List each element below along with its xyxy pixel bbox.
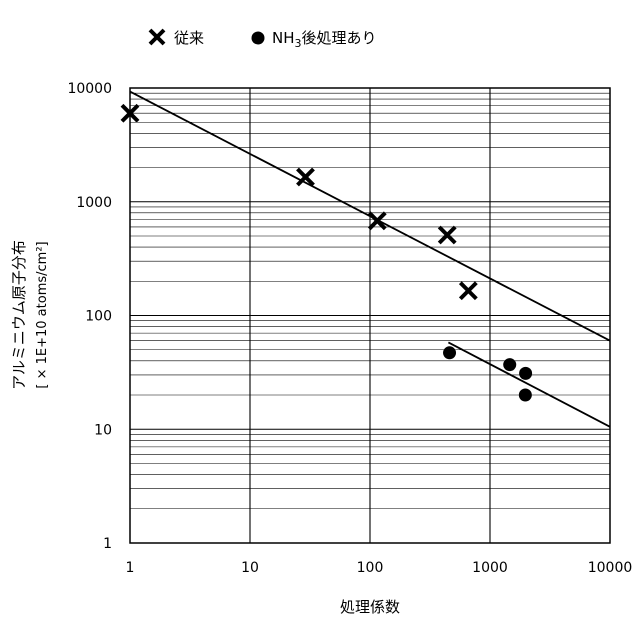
grid [130, 88, 610, 543]
y-tick-label: 1 [103, 536, 112, 552]
legend-marker-x-icon [150, 30, 164, 44]
x-tick-label: 1 [126, 560, 135, 576]
point-nh3-dot [519, 367, 532, 380]
y-tick-label: 100 [85, 309, 112, 325]
x-tick-label: 10000 [588, 560, 633, 576]
legend-label-nh3-suffix: 後処理あり [302, 29, 377, 47]
point-conventional-x [439, 227, 455, 243]
data-points [122, 105, 532, 401]
trendline-nh3 [448, 342, 610, 426]
x-tick-label: 1000 [472, 560, 508, 576]
point-nh3-dot [503, 358, 516, 371]
x-tick-label: 100 [357, 560, 384, 576]
point-conventional-x [460, 283, 476, 299]
point-nh3-dot [443, 346, 456, 359]
legend-label-nh3-subscript: 3 [295, 37, 302, 50]
y-axis-unit: [ × 1E+10 atoms/cm²] [35, 241, 50, 388]
tick-labels: 1 10 100 1000 10000 1 10 100 1000 10000 [67, 81, 632, 576]
x-axis-title: 処理係数 [340, 598, 400, 616]
legend-label-nh3-base: NH [272, 29, 295, 47]
x-tick-label: 10 [241, 560, 259, 576]
legend-marker-dot-icon [252, 32, 265, 45]
point-conventional-x [369, 213, 385, 229]
y-tick-label: 10 [94, 422, 112, 438]
y-tick-label: 1000 [76, 195, 112, 211]
y-axis-title: アルミニウム原子分布 [10, 240, 28, 390]
point-nh3-dot [519, 389, 532, 402]
legend: 従来 NH3後処理あり [150, 29, 377, 50]
legend-label-conventional: 従来 [174, 29, 204, 47]
y-tick-label: 10000 [67, 81, 112, 97]
legend-label-nh3: NH3後処理あり [272, 29, 377, 50]
